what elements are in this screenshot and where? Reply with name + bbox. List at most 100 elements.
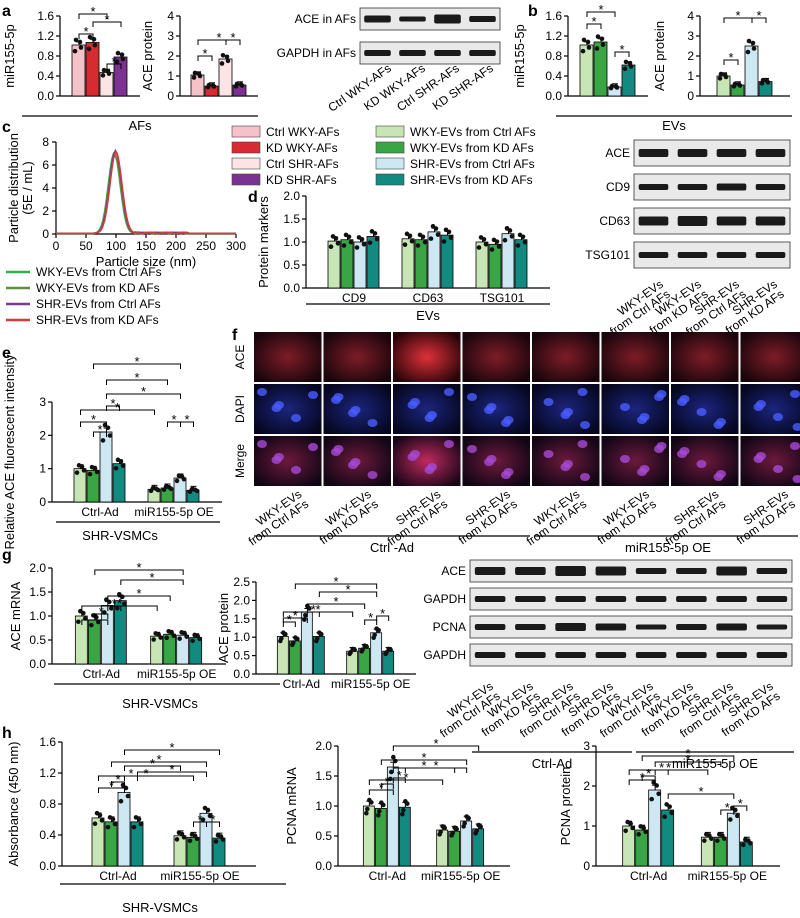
data-point <box>350 646 355 652</box>
data-point <box>723 74 729 80</box>
data-point <box>190 638 195 644</box>
chart-b2: 0 1 2 3 4 ACE protein * * * <box>652 8 790 103</box>
significance-star: * <box>111 54 116 69</box>
nucleus <box>308 443 318 451</box>
data-point <box>293 635 298 640</box>
data-point <box>600 42 606 47</box>
blot-band <box>469 16 496 22</box>
significance-bracket <box>81 619 109 625</box>
blot-band <box>555 623 586 631</box>
blot-band <box>555 596 586 602</box>
legend-label: Ctrl WKY-AFs <box>266 125 340 139</box>
data-point <box>303 612 308 618</box>
legend-swatch <box>375 125 405 138</box>
data-point <box>348 650 353 655</box>
y-tick-label: 0 <box>583 859 590 873</box>
data-point <box>197 636 202 642</box>
blot-band <box>756 652 788 658</box>
data-point <box>211 84 217 89</box>
data-point <box>133 815 139 820</box>
data-point <box>741 842 746 848</box>
data-point <box>718 71 724 77</box>
x-tick-label: 50 <box>79 239 93 253</box>
significance-bracket <box>628 769 709 775</box>
nucleus <box>560 463 571 471</box>
blot-band <box>595 596 627 602</box>
legend-label: SHR-EVs from Ctrl AFs <box>410 157 535 171</box>
y-tick-label: 1.6 <box>39 735 56 749</box>
data-point <box>207 813 213 819</box>
category-label: miR155-5p OE <box>688 869 767 883</box>
x-axis-label: SHR-VSMCs <box>122 900 198 915</box>
data-point <box>343 232 349 238</box>
data-point <box>107 433 113 438</box>
data-point <box>504 225 510 231</box>
significance-bracket <box>193 821 207 827</box>
blot-band <box>716 216 747 226</box>
data-point <box>76 619 81 625</box>
data-point <box>628 64 634 69</box>
y-tick-label: 0.4 <box>39 828 56 842</box>
data-point <box>515 243 521 248</box>
y-tick-label: 0.0 <box>39 859 56 873</box>
data-point <box>74 470 80 475</box>
data-point <box>623 828 628 834</box>
y-tick-label: 1.5 <box>29 585 46 599</box>
significance-bracket <box>720 809 735 815</box>
micrograph-row-label: Merge <box>233 444 247 478</box>
blot-band <box>635 652 667 658</box>
panel-label-g: g <box>2 547 12 564</box>
x-axis-label: EVs <box>416 308 440 323</box>
micrograph-signal <box>254 332 322 382</box>
nucleus <box>753 455 764 463</box>
micrograph-signal <box>740 332 800 382</box>
significance-star: * <box>110 396 115 411</box>
legend-label: SHR-EVs from Ctrl AFs <box>36 297 161 311</box>
blot-band <box>756 596 788 602</box>
data-point <box>440 824 445 829</box>
blot-band <box>756 624 788 630</box>
significance-star: * <box>104 12 109 27</box>
micrograph-column-label: WKY-EVsfrom Ctrl AFs <box>517 487 589 548</box>
data-point <box>649 796 654 802</box>
data-point <box>715 838 720 843</box>
blot-band <box>555 566 586 576</box>
significance-bracket <box>106 63 122 69</box>
nucleus <box>577 388 588 396</box>
data-point <box>101 67 107 73</box>
significance-bracket <box>654 761 722 767</box>
blot-row-label: ACE in AFs <box>295 12 356 26</box>
data-point <box>220 53 226 58</box>
data-point <box>751 46 757 51</box>
nucleus <box>367 419 378 427</box>
data-point <box>702 838 707 843</box>
y-tick-label: 0.8 <box>545 49 562 63</box>
y-tick-label: 4 <box>42 181 49 195</box>
data-point <box>374 236 380 242</box>
micrograph-column-label: SHR-EVsfrom KD AFs <box>727 487 798 547</box>
panel-label-a: a <box>2 3 11 20</box>
significance-bracket <box>282 611 354 617</box>
nucleus <box>407 453 418 461</box>
panel-label-e: e <box>2 345 11 362</box>
data-point <box>476 822 481 828</box>
significance-bracket <box>723 59 739 65</box>
data-point <box>372 632 377 638</box>
nucleus <box>620 403 630 411</box>
y-tick-label: 1.6 <box>37 9 54 23</box>
data-point <box>100 73 106 78</box>
significance-star: * <box>136 586 141 601</box>
y-tick-label: 0.0 <box>283 281 300 295</box>
significance-bracket <box>376 615 390 621</box>
significance-star: * <box>403 770 408 785</box>
nucleus <box>484 406 494 414</box>
nucleus <box>753 403 764 411</box>
significance-bracket <box>282 617 308 623</box>
y-tick-label: 2.5 <box>233 575 250 589</box>
data-point <box>391 754 396 760</box>
significance-bracket <box>225 39 241 45</box>
data-point <box>109 606 114 611</box>
group-label: miR155-5p OE <box>672 756 758 771</box>
